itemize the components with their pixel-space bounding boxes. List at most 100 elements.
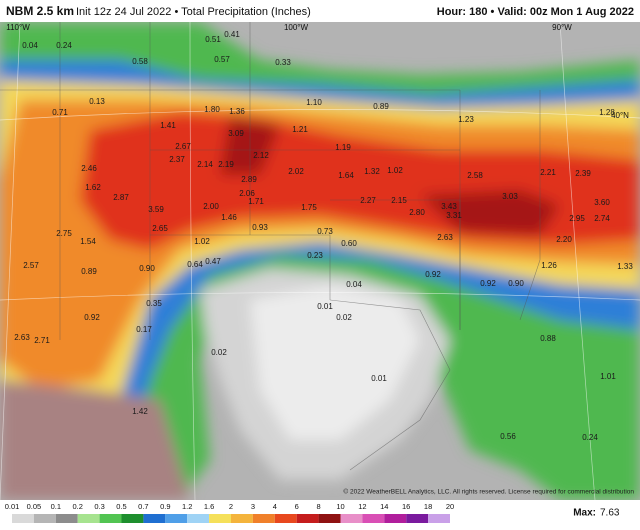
colorbar-swatch (33, 514, 56, 523)
point-value: 1.32 (364, 167, 380, 176)
point-value: 2.89 (241, 175, 257, 184)
point-value: 0.58 (132, 57, 148, 66)
colorbar-label: 0.1 (51, 502, 61, 511)
point-value: 2.46 (81, 164, 97, 173)
colorbar-swatch (187, 514, 210, 523)
point-value: 1.02 (194, 237, 210, 246)
point-value: 0.89 (81, 267, 97, 276)
colorbar-label: 0.05 (27, 502, 42, 511)
colorbar-label: 20 (446, 502, 454, 511)
point-value: 2.37 (169, 155, 185, 164)
point-value: 0.57 (214, 55, 230, 64)
point-value: 1.28 (599, 108, 615, 117)
point-value: 2.15 (391, 196, 407, 205)
point-value: 0.92 (425, 270, 441, 279)
colorbar-swatch (143, 514, 166, 523)
colorbar-label: 6 (295, 502, 299, 511)
valid-time: Hour: 180 • Valid: 00z Mon 1 Aug 2022 (437, 6, 634, 18)
colorbar: 0.01 0.05 0.1 0.2 0.3 0.5 0.7 0.9 1.2 1.6 2 3 4 6 8 10 1… (5, 502, 454, 523)
colorbar-swatch (340, 514, 363, 523)
colorbar-swatch (252, 514, 275, 523)
point-value: 2.02 (288, 167, 304, 176)
colorbar-label: 1.6 (204, 502, 214, 511)
point-value: 0.17 (136, 325, 152, 334)
point-value: 1.23 (458, 115, 474, 124)
point-value: 2.75 (56, 229, 72, 238)
point-value: 0.01 (317, 302, 333, 311)
point-value: 2.21 (540, 168, 556, 177)
grid-label: 100°W (284, 23, 309, 32)
point-value: 0.13 (89, 97, 105, 106)
point-value: 1.01 (600, 372, 616, 381)
point-value: 1.42 (132, 407, 148, 416)
point-value: 1.33 (617, 262, 633, 271)
grid-label: 40°N (611, 111, 629, 120)
copyright: © 2022 WeatherBELL Analytics, LLC. All r… (343, 488, 634, 496)
colorbar-label: 0.01 (5, 502, 20, 511)
colorbar-label: 0.7 (138, 502, 148, 511)
colorbar-swatch (384, 514, 407, 523)
point-value: 0.88 (540, 334, 556, 343)
grid-label: 110°W (6, 23, 30, 32)
point-value: 1.64 (338, 171, 354, 180)
point-value: 1.62 (85, 183, 101, 192)
point-value: 2.12 (253, 151, 269, 160)
point-value: 0.02 (336, 313, 352, 322)
point-value: 0.56 (500, 432, 516, 441)
point-value: 2.20 (556, 235, 572, 244)
colorbar-swatch (362, 514, 385, 523)
colorbar-label: 14 (380, 502, 388, 511)
point-value: 2.58 (467, 171, 483, 180)
point-values: 0.04 0.24 0.510.41 0.58 0.57 0.33 0.13 0.71 1.80… (14, 30, 633, 442)
colorbar-label: 4 (273, 502, 277, 511)
precip-field (0, 22, 640, 500)
point-value: 1.41 (160, 121, 176, 130)
point-value: 0.73 (317, 227, 333, 236)
point-value: 0.33 (275, 58, 291, 67)
point-value: 0.51 (205, 35, 221, 44)
point-value: 0.90 (139, 264, 155, 273)
point-value: 3.43 (441, 202, 457, 211)
point-value: 0.01 (371, 374, 387, 383)
point-value: 1.36 (229, 107, 245, 116)
point-value: 2.67 (175, 142, 191, 151)
point-value: 2.63 (437, 233, 453, 242)
point-value: 1.21 (292, 125, 308, 134)
point-value: 2.19 (218, 160, 234, 169)
point-value: 0.35 (146, 299, 162, 308)
colorbar-swatch (209, 514, 231, 523)
grid-label: 90°W (552, 23, 572, 32)
graticule (0, 22, 640, 500)
map-description: Init 12z 24 Jul 2022 • Total Precipitati… (76, 6, 311, 18)
colorbar-label: 12 (358, 502, 366, 511)
point-value: 0.92 (84, 313, 100, 322)
colorbar-swatch (231, 514, 253, 523)
point-value: 2.57 (23, 261, 39, 270)
point-value: 0.04 (22, 41, 38, 50)
point-value: 0.93 (252, 223, 268, 232)
point-value: 2.65 (152, 224, 168, 233)
point-value: 0.92 (480, 279, 496, 288)
point-value: 0.60 (341, 239, 357, 248)
point-value: 2.95 (569, 214, 585, 223)
colorbar-swatch (55, 514, 78, 523)
colorbar-label: 16 (402, 502, 410, 511)
point-value: 2.74 (594, 214, 610, 223)
colorbar-swatch (77, 514, 100, 523)
point-value: 1.19 (335, 143, 351, 152)
point-value: 1.02 (387, 166, 403, 175)
colorbar-label: 3 (251, 502, 255, 511)
point-value: 2.27 (360, 196, 376, 205)
colorbar-swatch (318, 514, 341, 523)
state-borders (0, 22, 541, 471)
colorbar-label: 2 (229, 502, 233, 511)
point-value: 0.89 (373, 102, 389, 111)
point-value: 0.24 (56, 41, 72, 50)
colorbar-swatch (99, 514, 122, 523)
point-value: 1.10 (306, 98, 322, 107)
colorbar-swatch (121, 514, 144, 523)
point-value: 0.64 (187, 260, 203, 269)
point-value: 1.26 (541, 261, 557, 270)
